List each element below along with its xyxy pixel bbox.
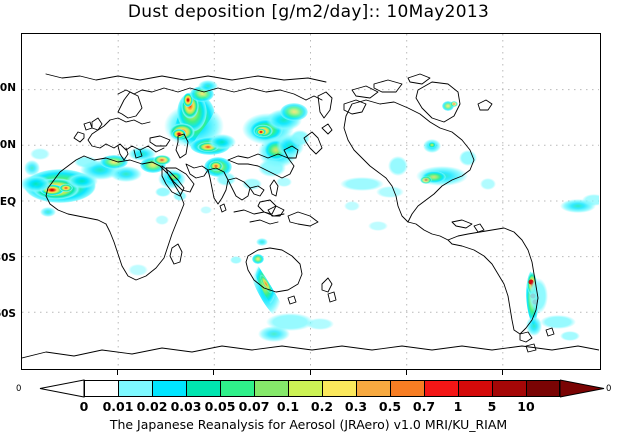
colorbar-end-label-left: 0: [16, 384, 22, 394]
colorbar-tick-label: 0.03: [170, 399, 202, 414]
colorbar-end-label-right: 0: [606, 384, 612, 394]
colorbar-swatch: [152, 380, 186, 397]
lat-label-60s: 60S: [0, 308, 16, 320]
colorbar-swatch: [390, 380, 424, 397]
colorbar-over-arrow: [560, 379, 605, 398]
page-title: Dust deposition [g/m2/day]:: 10May2013: [127, 2, 490, 22]
colorbar-swatch: [356, 380, 390, 397]
dust-deposition-field: [22, 80, 599, 342]
x-tick-1: [117, 370, 118, 375]
colorbar-tick-label: 0.05: [204, 399, 236, 414]
colorbar-tick-label: 0.02: [136, 399, 168, 414]
colorbar-swatch: [118, 380, 152, 397]
colorbar-swatch: [220, 380, 254, 397]
colorbar-tick-label: 0.3: [344, 399, 368, 414]
colorbar-swatches: [84, 380, 560, 397]
x-tick-4: [406, 370, 407, 375]
colorbar-tick-label: 1: [453, 399, 463, 414]
map-plot-area: [21, 33, 601, 370]
map-canvas: [22, 34, 599, 368]
colorbar-swatch: [492, 380, 526, 397]
colorbar-swatch: [84, 380, 118, 397]
colorbar-swatch: [458, 380, 492, 397]
lat-label-eq: EQ: [0, 195, 16, 208]
colorbar-tick-label: 0.1: [276, 399, 300, 414]
x-tick-5: [502, 370, 503, 375]
colorbar-region: 0 0 0 0.01 0.02 0.03 0.05 0.07 0.1 0.2 0.3 0.5 0.7…: [0, 372, 617, 438]
x-tick-3: [310, 370, 311, 375]
colorbar-swatch: [186, 380, 220, 397]
colorbar-swatch: [526, 380, 560, 397]
colorbar-tick-label: 0.5: [378, 399, 402, 414]
graticule-gridlines: [22, 34, 599, 368]
colorbar-swatch: [288, 380, 322, 397]
lat-label-60n: 60N: [0, 82, 16, 94]
colorbar-tick-labels: 0 0.01 0.02 0.03 0.05 0.07 0.1 0.2 0.3 0.5 0.7 1 5 10: [0, 399, 617, 415]
colorbar-tick-label: 0.01: [102, 399, 134, 414]
colorbar-swatch: [254, 380, 288, 397]
x-tick-2: [213, 370, 214, 375]
colorbar-tick-label: 0.2: [310, 399, 334, 414]
colorbar-tick-label: 0: [79, 399, 89, 414]
coastlines: [22, 73, 599, 359]
colorbar-tick-label: 10: [517, 399, 535, 414]
colorbar-swatch: [322, 380, 356, 397]
lat-label-30n: 30N: [0, 139, 16, 152]
lat-label-30s: 30S: [0, 251, 16, 264]
latitude-axis: 60N 30N EQ 30S 60S: [0, 33, 26, 370]
colorbar-tick-label: 0.07: [238, 399, 270, 414]
colorbar-tick-label: 5: [487, 399, 497, 414]
colorbar-swatch: [424, 380, 458, 397]
figure-credit: The Japanese Reanalysis for Aerosol (JRA…: [109, 417, 508, 432]
colorbar-tick-label: 0.7: [412, 399, 436, 414]
colorbar-under-arrow: [39, 379, 85, 398]
